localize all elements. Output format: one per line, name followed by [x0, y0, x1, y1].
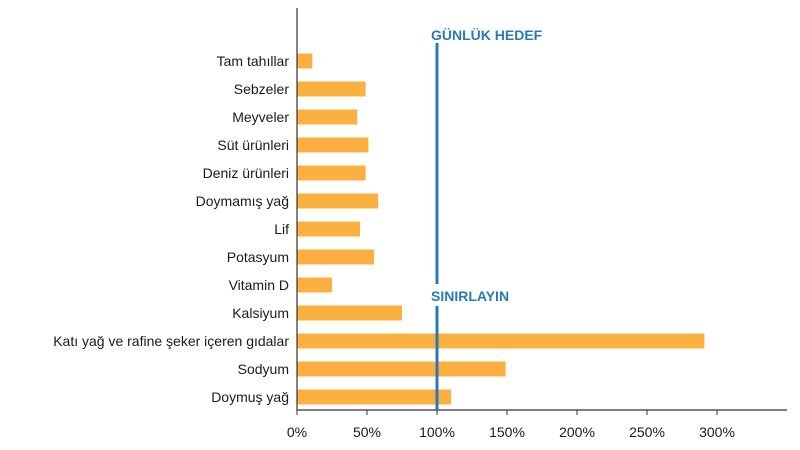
bar [297, 221, 360, 237]
x-tick-label: 150% [489, 424, 525, 440]
bar [297, 109, 358, 125]
x-tick-label: 200% [559, 424, 595, 440]
category-label: Sebzeler [234, 81, 290, 97]
bar [297, 53, 313, 69]
bar [297, 193, 379, 209]
bar [297, 361, 506, 377]
bar [297, 277, 332, 293]
category-label: Doymuş yağ [211, 389, 289, 405]
x-tick-label: 250% [629, 424, 665, 440]
category-label: Deniz ürünleri [203, 165, 289, 181]
bar [297, 389, 451, 405]
category-label: Doymamış yağ [196, 193, 289, 209]
category-label: Vitamin D [229, 277, 289, 293]
category-label: Sodyum [238, 361, 289, 377]
bar [297, 249, 374, 265]
bar [297, 137, 369, 153]
bar [297, 81, 366, 97]
category-label: Tam tahıllar [217, 53, 290, 69]
category-label: Kalsiyum [232, 305, 289, 321]
reference-label-limit: SINIRLAYIN [431, 288, 509, 304]
category-label: Meyveler [232, 109, 289, 125]
x-tick-label: 0% [287, 424, 307, 440]
bar [297, 333, 705, 349]
bar [297, 305, 402, 321]
category-label: Potasyum [227, 249, 289, 265]
category-label: Lif [274, 221, 289, 237]
x-tick-label: 300% [699, 424, 735, 440]
x-tick-label: 50% [353, 424, 381, 440]
bar [297, 165, 366, 181]
category-label: Süt ürünleri [217, 137, 289, 153]
category-label: Katı yağ ve rafine şeker içeren gıdalar [53, 333, 289, 349]
x-tick-label: 100% [419, 424, 455, 440]
reference-label-daily-target: GÜNLÜK HEDEF [431, 27, 543, 43]
